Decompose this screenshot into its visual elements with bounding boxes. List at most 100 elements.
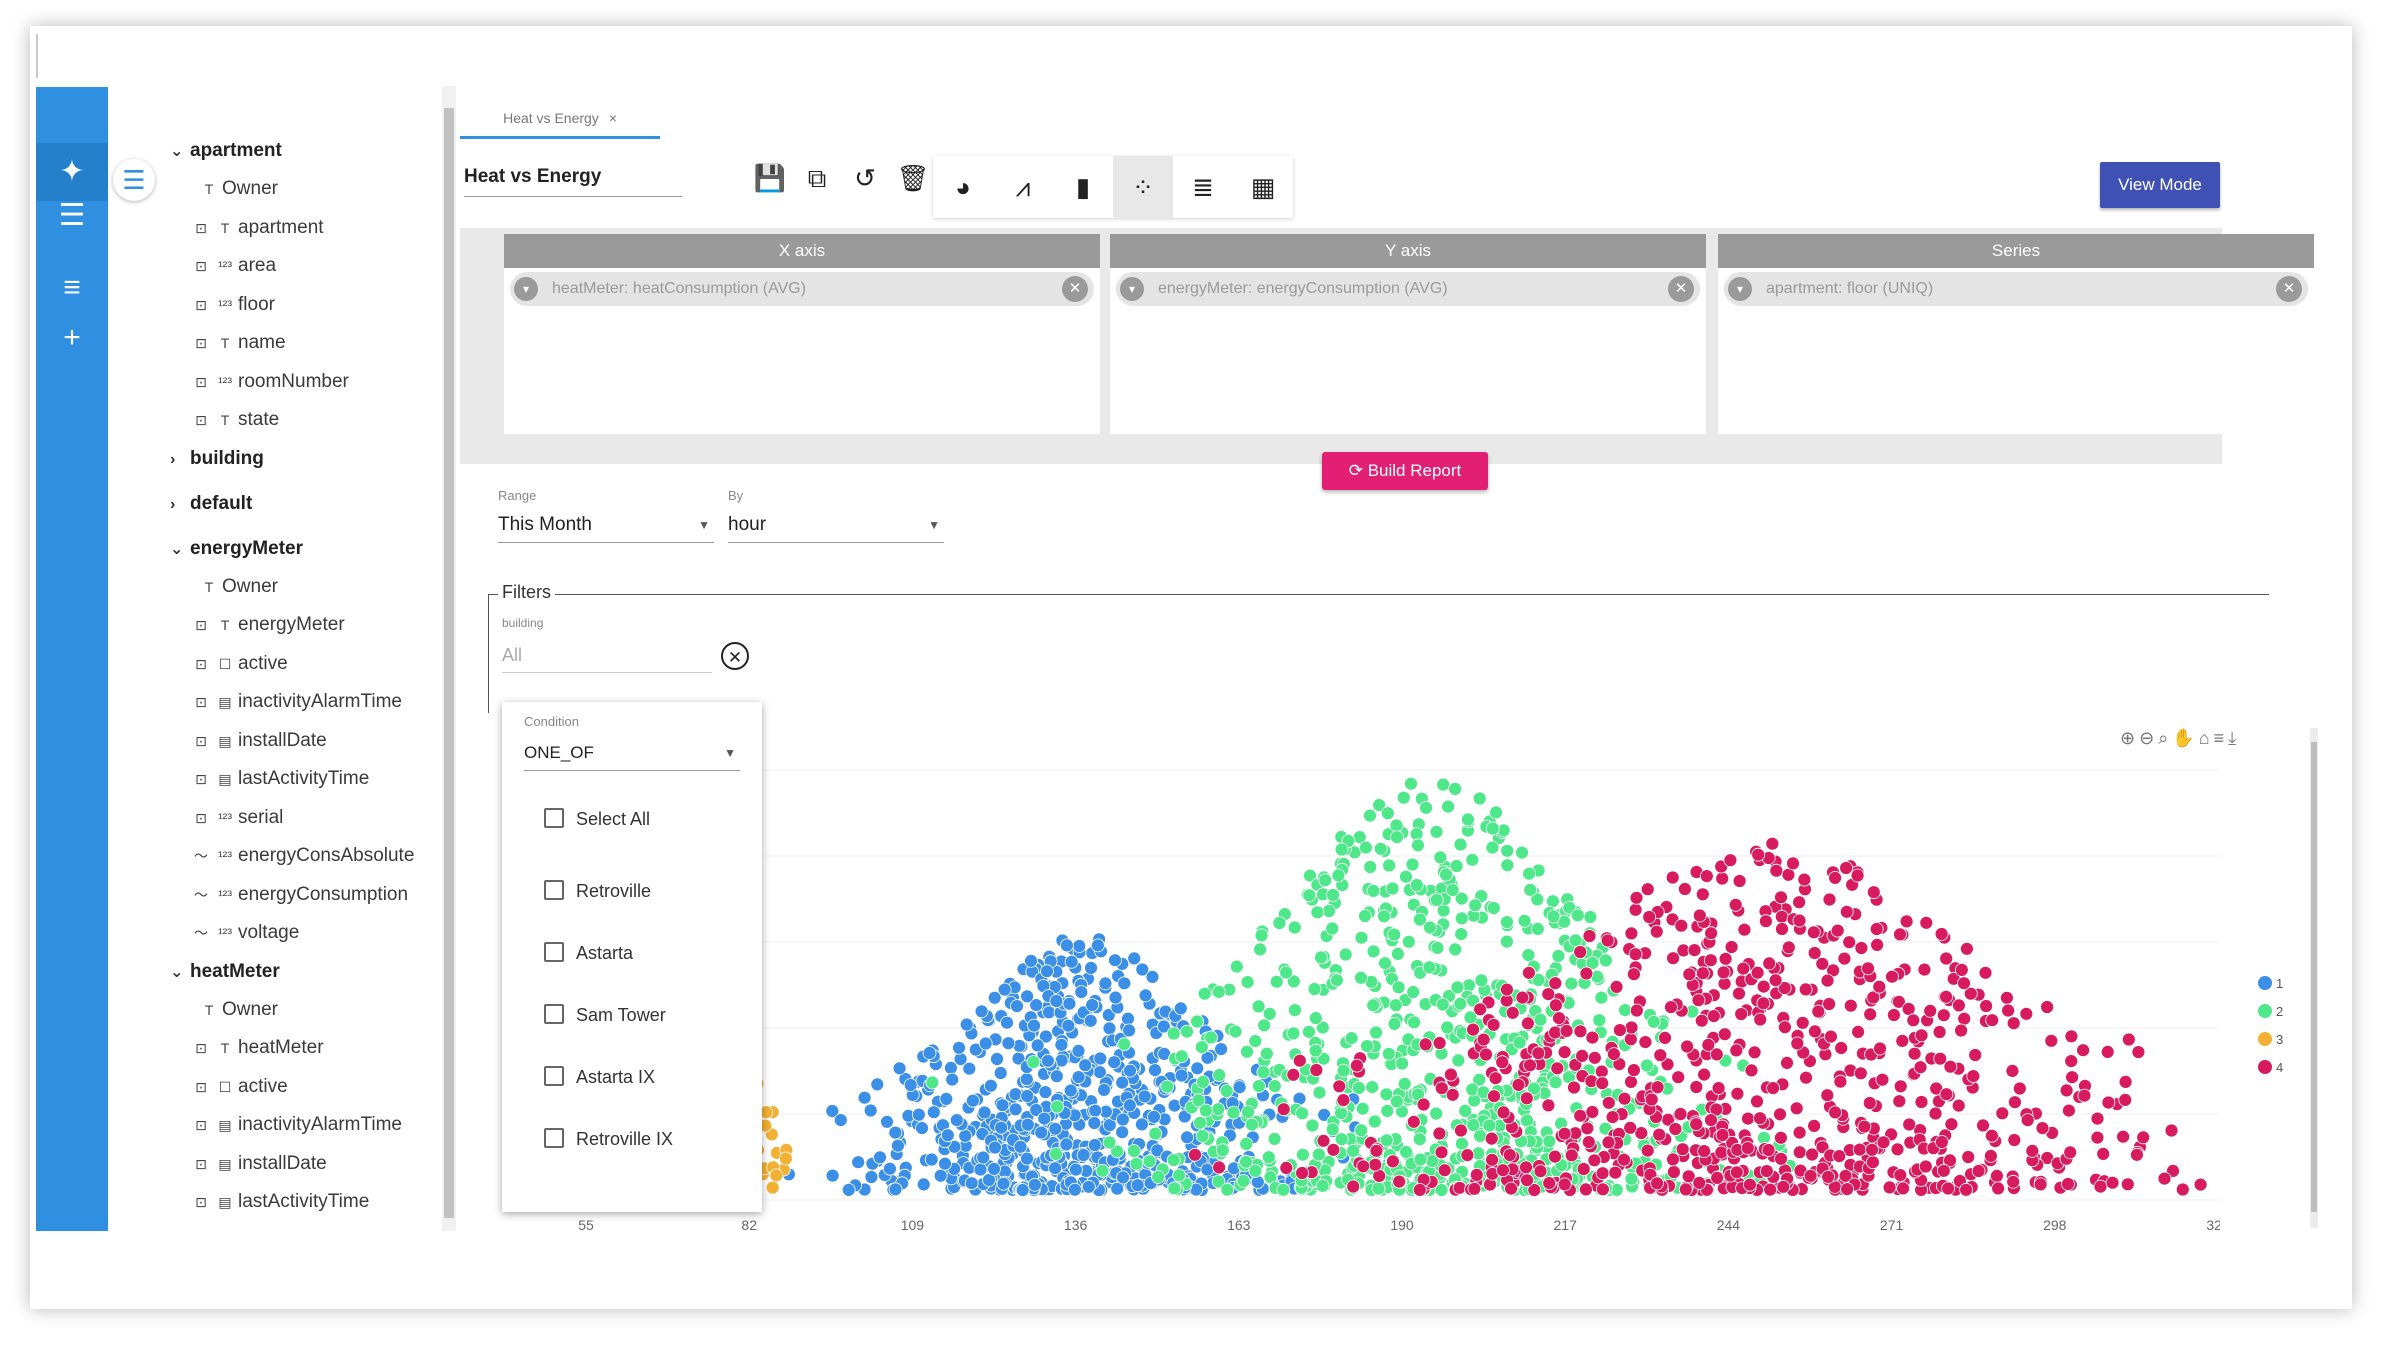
history-icon[interactable]: ↺ — [854, 163, 876, 193]
chevron-down-icon[interactable]: ⌄ — [170, 540, 184, 558]
save-icon[interactable]: 💾 — [753, 163, 787, 193]
tree-field-active[interactable]: ⊡ ☐ active — [190, 1072, 288, 1102]
data-point — [1678, 882, 1692, 896]
tree-scrollbar[interactable] — [442, 86, 456, 1231]
scatter-plot[interactable]: 55 82 109 136 163 190 217 244 271 298 325 — [520, 730, 2220, 1250]
checkbox[interactable] — [544, 880, 564, 900]
clear-filter-icon[interactable]: ✕ — [721, 642, 749, 670]
option-astarta-ix[interactable]: Astarta IX — [544, 1060, 655, 1094]
menu-icon[interactable]: ≡ — [2213, 728, 2229, 748]
chart-scroll-thumb[interactable] — [2311, 742, 2317, 1212]
home-icon[interactable]: ⌂ — [2198, 728, 2214, 748]
plus-icon[interactable]: + — [63, 321, 81, 354]
chip-remove-icon[interactable]: ✕ — [2276, 276, 2302, 302]
zoom-select-icon[interactable]: ⌕ — [2158, 728, 2173, 748]
legend-item[interactable]: 4 — [2258, 1054, 2283, 1082]
tree-field-voltage[interactable]: 〜 ¹²³ voltage — [190, 918, 299, 948]
chevron-down-icon[interactable]: ⌄ — [170, 963, 184, 981]
checkbox[interactable] — [544, 1066, 564, 1086]
x-axis-chip[interactable]: ▾ heatMeter: heatConsumption (AVG) ✕ — [510, 272, 1094, 306]
chevron-down-icon[interactable]: ⌄ — [170, 143, 184, 160]
checkbox[interactable] — [544, 1004, 564, 1024]
tree-group-default[interactable]: › default — [170, 489, 252, 519]
condition-select[interactable]: ONE_OF ▼ — [524, 736, 740, 771]
tree-field-Owner[interactable]: T Owner — [196, 995, 278, 1025]
view-mode-button[interactable]: View Mode — [2100, 162, 2220, 208]
option-retroville-ix[interactable]: Retroville IX — [544, 1122, 673, 1156]
checkbox[interactable] — [544, 808, 564, 828]
bar-chart-icon[interactable]: ▮ — [1075, 172, 1091, 202]
copy-icon[interactable]: ⧉ — [807, 163, 827, 193]
tree-group-energyMeter[interactable]: ⌄ energyMeter — [170, 534, 303, 564]
x-axis-box[interactable]: X axis ▾ heatMeter: heatConsumption (AVG… — [504, 234, 1100, 434]
legend-item[interactable]: 2 — [2258, 998, 2283, 1026]
zoom-out-icon[interactable]: ⊖ — [2139, 728, 2159, 748]
filter-building-select[interactable]: All — [502, 638, 712, 673]
tree-field-area[interactable]: ⊡ ¹²³ area — [190, 251, 276, 281]
chip-menu-icon[interactable]: ▾ — [1120, 277, 1144, 301]
option-retroville[interactable]: Retroville — [544, 874, 651, 908]
legend-item[interactable]: 1 — [2258, 970, 2283, 998]
tree-field-installDate[interactable]: ⊡ ▤ installDate — [190, 726, 327, 756]
line-chart-icon[interactable]: ⩘ — [1015, 172, 1031, 202]
tree-field-installDate[interactable]: ⊡ ▤ installDate — [190, 1149, 327, 1179]
chevron-right-icon[interactable]: › — [170, 495, 176, 513]
option-sam-tower[interactable]: Sam Tower — [544, 998, 666, 1032]
tree-field-roomNumber[interactable]: ⊡ ¹²³ roomNumber — [190, 367, 349, 397]
legend-item[interactable]: 3 — [2258, 1026, 2283, 1054]
tree-group-heatMeter[interactable]: ⌄ heatMeter — [170, 957, 280, 987]
tree-field-energyConsumption[interactable]: 〜 ¹²³ energyConsumption — [190, 880, 408, 910]
sparkle-icon[interactable]: ✦ — [36, 143, 108, 201]
ranged-bar-icon[interactable]: ≣ — [1192, 172, 1214, 202]
chip-remove-icon[interactable]: ✕ — [1668, 276, 1694, 302]
pan-icon[interactable]: ✋ — [2172, 728, 2199, 748]
report-tab[interactable]: Heat vs Energy × — [460, 102, 660, 139]
tree-field-inactivityAlarmTime[interactable]: ⊡ ▤ inactivityAlarmTime — [190, 1110, 402, 1140]
tree-field-lastActivityTime[interactable]: ⊡ ▤ lastActivityTime — [190, 1187, 369, 1217]
checkbox[interactable] — [544, 942, 564, 962]
zoom-in-icon[interactable]: ⊕ — [2120, 728, 2140, 748]
range-select[interactable]: This Month ▼ — [498, 508, 714, 543]
chevron-right-icon[interactable]: › — [170, 450, 176, 468]
by-select[interactable]: hour ▼ — [728, 508, 944, 543]
tree-group-apartment[interactable]: ⌄ apartment — [170, 136, 282, 166]
tree-field-inactivityAlarmTime[interactable]: ⊡ ▤ inactivityAlarmTime — [190, 687, 402, 717]
table-icon[interactable]: ▦ — [1250, 172, 1276, 202]
menu-toggle-icon[interactable]: ☰ — [113, 159, 155, 201]
delete-icon[interactable]: 🗑 — [896, 163, 930, 193]
option-select-all[interactable]: Select All — [544, 802, 650, 836]
series-chip[interactable]: ▾ apartment: floor (UNIQ) ✕ — [1724, 272, 2308, 306]
report-title-input[interactable]: Heat vs Energy — [464, 158, 682, 197]
chart-scrollbar[interactable] — [2310, 728, 2318, 1228]
data-point — [1807, 946, 1822, 960]
y-axis-chip[interactable]: ▾ energyMeter: energyConsumption (AVG) ✕ — [1116, 272, 1700, 306]
tree-field-active[interactable]: ⊡ ☐ active — [190, 649, 288, 679]
tree-field-lastActivityTime[interactable]: ⊡ ▤ lastActivityTime — [190, 764, 369, 794]
scatter-chart-icon[interactable]: ⁘ — [1113, 156, 1173, 218]
build-report-button[interactable]: ⟳ Build Report — [1322, 452, 1488, 490]
chip-menu-icon[interactable]: ▾ — [1728, 277, 1752, 301]
tree-field-Owner[interactable]: T Owner — [196, 572, 278, 602]
tree-field-Owner[interactable]: T Owner — [196, 174, 278, 204]
download-icon[interactable]: ⤓ — [2228, 728, 2241, 748]
tab-close-icon[interactable]: × — [608, 110, 617, 126]
list-icon[interactable]: ≡ — [63, 271, 81, 304]
option-astarta[interactable]: Astarta — [544, 936, 633, 970]
tree-scroll-thumb[interactable] — [444, 108, 454, 1218]
tree-field-energyConsAbsolute[interactable]: 〜 ¹²³ energyConsAbsolute — [190, 841, 414, 871]
tree-field-serial[interactable]: ⊡ ¹²³ serial — [190, 803, 283, 833]
tree-field-floor[interactable]: ⊡ ¹²³ floor — [190, 290, 275, 320]
pie-chart-icon[interactable]: ◕ — [955, 172, 971, 202]
checkbox[interactable] — [544, 1128, 564, 1148]
tune-icon[interactable]: ☰ — [58, 199, 86, 232]
chip-remove-icon[interactable]: ✕ — [1062, 276, 1088, 302]
series-box[interactable]: Series ▾ apartment: floor (UNIQ) ✕ — [1718, 234, 2314, 434]
tree-group-building[interactable]: › building — [170, 444, 264, 474]
y-axis-box[interactable]: Y axis ▾ energyMeter: energyConsumption … — [1110, 234, 1706, 434]
chip-menu-icon[interactable]: ▾ — [514, 277, 538, 301]
